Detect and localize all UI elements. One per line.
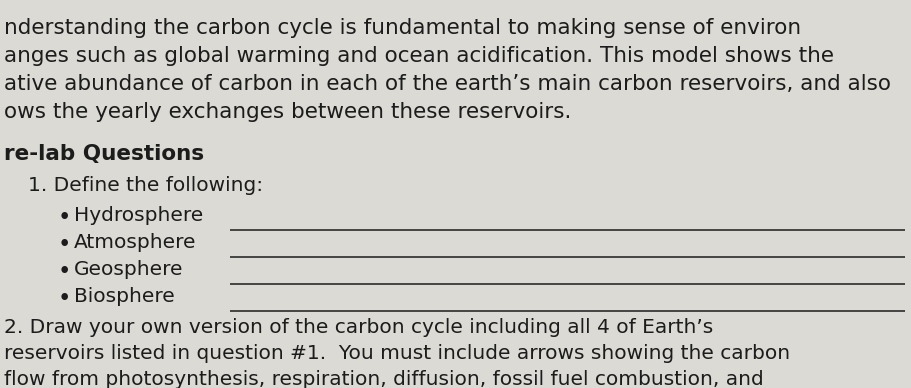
Text: 2. Draw your own version of the carbon cycle including all 4 of Earth’s: 2. Draw your own version of the carbon c… xyxy=(4,318,712,337)
Text: anges such as global warming and ocean acidification. This model shows the: anges such as global warming and ocean a… xyxy=(4,46,833,66)
Text: Biosphere: Biosphere xyxy=(74,287,175,306)
Text: reservoirs listed in question #1.  You must include arrows showing the carbon: reservoirs listed in question #1. You mu… xyxy=(4,344,789,363)
Text: ative abundance of carbon in each of the earth’s main carbon reservoirs, and als: ative abundance of carbon in each of the… xyxy=(4,74,890,94)
Text: •: • xyxy=(58,260,71,283)
Text: 1. Define the following:: 1. Define the following: xyxy=(28,176,263,195)
Text: Hydrosphere: Hydrosphere xyxy=(74,206,203,225)
Text: Geosphere: Geosphere xyxy=(74,260,183,279)
Text: re-lab Questions: re-lab Questions xyxy=(4,144,204,164)
Text: Atmosphere: Atmosphere xyxy=(74,233,196,252)
Text: flow from photosynthesis, respiration, diffusion, fossil fuel combustion, and: flow from photosynthesis, respiration, d… xyxy=(4,370,763,388)
Text: ows the yearly exchanges between these reservoirs.: ows the yearly exchanges between these r… xyxy=(4,102,571,122)
Text: •: • xyxy=(58,233,71,256)
Text: nderstanding the carbon cycle is fundamental to making sense of environ: nderstanding the carbon cycle is fundame… xyxy=(4,18,800,38)
Text: •: • xyxy=(58,206,71,229)
Text: •: • xyxy=(58,287,71,310)
